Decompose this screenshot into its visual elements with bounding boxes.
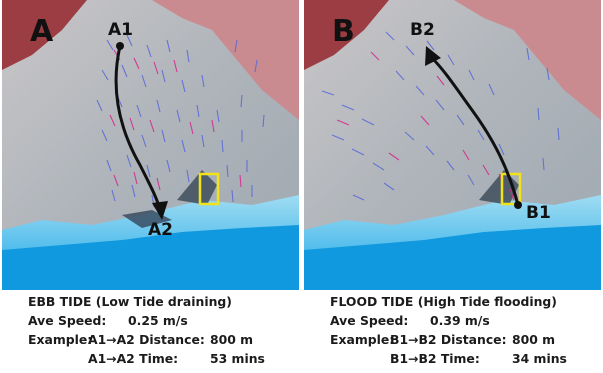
speed-label-a: Ave Speed: bbox=[28, 313, 107, 328]
start-point-label-b: B1 bbox=[526, 203, 551, 223]
ebb-tide-caption: EBB TIDE (Low Tide draining) Ave Speed: … bbox=[28, 292, 325, 368]
distance-label-a: A1→A2 Distance: bbox=[88, 332, 205, 347]
example-prefix-a: Example: bbox=[28, 332, 93, 347]
aerial-map-a bbox=[2, 0, 299, 290]
distance-label-b: B1→B2 Distance: bbox=[390, 332, 507, 347]
aerial-map-b bbox=[304, 0, 601, 290]
distance-value-a: 800 m bbox=[210, 332, 254, 347]
start-point-label-a: A1 bbox=[108, 20, 133, 40]
current-vector-field-b bbox=[321, 31, 560, 201]
time-value-a: 53 mins bbox=[210, 351, 265, 366]
time-label-a: A1→A2 Time: bbox=[88, 351, 179, 366]
distance-value-b: 800 m bbox=[512, 332, 556, 347]
flood-tide-caption: FLOOD TIDE (High Tide flooding) Ave Spee… bbox=[330, 292, 603, 368]
end-point-label-b: B2 bbox=[410, 20, 435, 40]
flood-tide-panel: B B1 B2 bbox=[304, 0, 601, 290]
caption-title-b: FLOOD TIDE (High Tide flooding) bbox=[330, 294, 557, 309]
speed-label-b: Ave Speed: bbox=[330, 313, 409, 328]
time-value-b: 34 mins bbox=[512, 351, 567, 366]
caption-title-a: EBB TIDE (Low Tide draining) bbox=[28, 294, 232, 309]
speed-value-b: 0.39 m/s bbox=[430, 313, 490, 328]
time-label-b: B1→B2 Time: bbox=[390, 351, 480, 366]
ebb-tide-panel: A A1 A2 bbox=[2, 0, 299, 290]
flow-path-arrow-a bbox=[114, 42, 168, 220]
example-prefix-b: Example: bbox=[330, 332, 395, 347]
speed-value-a: 0.25 m/s bbox=[128, 313, 188, 328]
study-area-marker-a bbox=[198, 172, 220, 206]
study-area-marker-b bbox=[500, 172, 522, 206]
panel-letter-a: A bbox=[30, 14, 54, 49]
end-point-label-a: A2 bbox=[148, 220, 173, 240]
panel-letter-b: B bbox=[332, 14, 355, 49]
flow-path-arrow-b bbox=[425, 46, 522, 209]
